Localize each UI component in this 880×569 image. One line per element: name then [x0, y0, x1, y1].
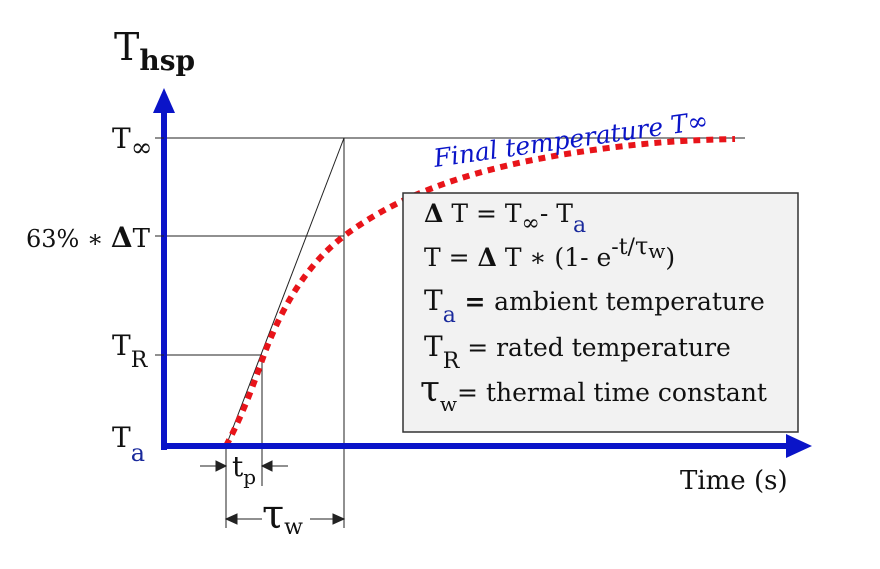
- legend-line-ambient: Ta = ambient temperature: [424, 284, 765, 328]
- tick-t-ambient: Ta: [112, 421, 145, 467]
- y-axis-title: Thsp: [114, 25, 195, 77]
- tick-t-rated: TR: [112, 329, 149, 373]
- legend-line-tau: τw= thermal time constant: [420, 369, 767, 416]
- legend-background: [402, 192, 799, 433]
- tau-w-label: τw: [262, 492, 303, 540]
- tick-t-infinity: T∞: [112, 122, 152, 163]
- axes: [153, 88, 812, 458]
- legend-line-delta-t: Δ T = T∞- Ta: [424, 199, 586, 238]
- x-axis-arrow: [786, 434, 812, 458]
- curve-label: Final temperature T∞: [431, 106, 710, 173]
- tp-label: tp: [232, 450, 256, 489]
- legend-line-formula: T = Δ T ∗ (1- e-t/τw): [424, 232, 675, 272]
- x-axis-label: Time (s): [680, 466, 788, 496]
- y-axis-arrow: [153, 88, 175, 113]
- legend-line-rated: TR = rated temperature: [424, 330, 731, 374]
- tau-dimension: [224, 513, 346, 525]
- tangent-line: [225, 137, 345, 447]
- tp-dimension: [200, 460, 288, 472]
- legend-box: Δ T = T∞- Ta T = Δ T ∗ (1- e-t/τw) Ta = …: [402, 192, 799, 433]
- reference-lines: [164, 137, 745, 528]
- tick-63-percent: 63% ∗ ΔT: [26, 221, 151, 254]
- temperature-curve: [223, 136, 736, 448]
